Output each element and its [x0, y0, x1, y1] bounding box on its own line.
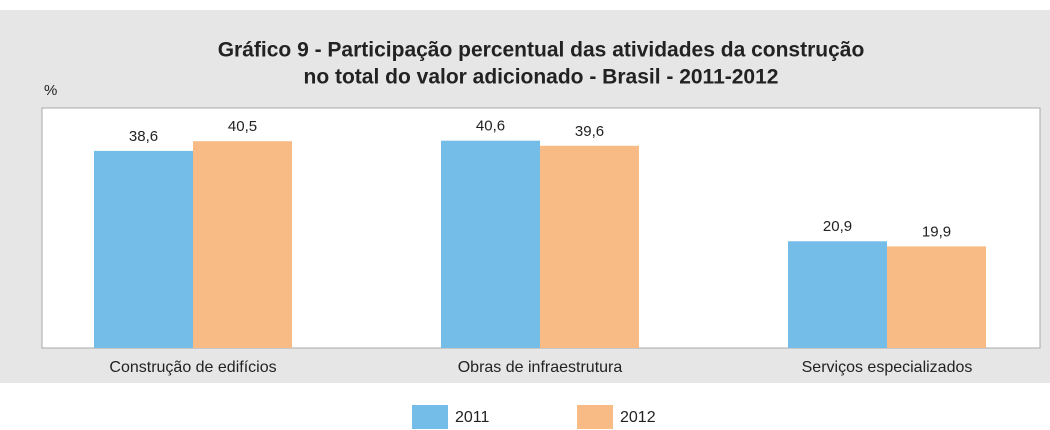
bar: [788, 241, 887, 348]
chart-title: no total do valor adicionado - Brasil - …: [304, 66, 779, 89]
bar: [193, 141, 292, 348]
y-axis-label: %: [44, 82, 57, 99]
value-label: 40,5: [228, 118, 257, 135]
bar: [887, 246, 986, 348]
bar: [441, 140, 540, 348]
x-tick-label: Obras de infraestrutura: [458, 359, 623, 376]
value-label: 20,9: [823, 218, 852, 235]
value-label: 39,6: [575, 123, 604, 140]
x-tick-label: Construção de edifícios: [109, 359, 276, 376]
bar: [94, 150, 193, 348]
value-label: 19,9: [922, 223, 951, 240]
bar: [540, 145, 639, 348]
legend-swatch: [412, 405, 448, 429]
value-label: 40,6: [476, 118, 505, 135]
legend-swatch: [577, 405, 613, 429]
chart-title: Gráfico 9 - Participação percentual das …: [218, 39, 865, 62]
x-tick-label: Serviços especializados: [802, 359, 973, 376]
legend-label: 2011: [455, 409, 490, 426]
legend-label: 2012: [620, 409, 656, 426]
value-label: 38,6: [129, 128, 158, 145]
